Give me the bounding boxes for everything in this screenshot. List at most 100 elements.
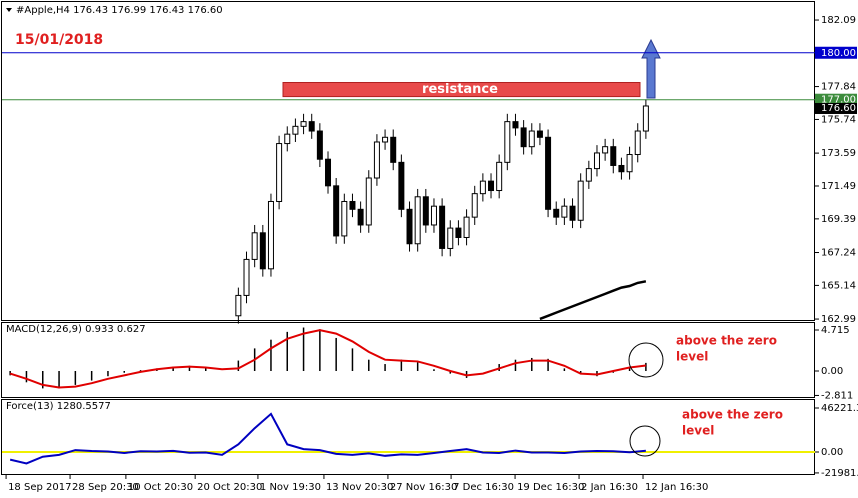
- panel-title: Force(13) 1280.5577: [6, 401, 111, 412]
- candle-body: [341, 200, 348, 237]
- price-label: 176.60: [821, 103, 856, 114]
- level-label: 180.00: [821, 48, 856, 59]
- candle-body: [536, 130, 543, 138]
- y-tick-label: 171.49: [821, 181, 856, 192]
- signal-line: [9, 329, 646, 389]
- candle-body: [569, 205, 576, 221]
- y-tick-label: 165.14: [821, 280, 856, 291]
- annotation: level: [676, 350, 708, 364]
- candle-body: [284, 133, 291, 145]
- level-label-bg: [815, 93, 857, 106]
- candle-body: [602, 146, 609, 154]
- highlight-circle: [628, 342, 664, 378]
- date-annotation: 15/01/2018: [15, 32, 103, 48]
- moving-average: [539, 280, 647, 321]
- candle-body: [243, 258, 250, 296]
- candle-body: [300, 121, 307, 127]
- annotation: above the zero: [682, 408, 783, 422]
- price-label-bg: [815, 102, 857, 114]
- level-label: 177.00: [821, 95, 856, 106]
- x-tick-label: 27 Nov 16:30: [390, 482, 457, 493]
- candle-body: [455, 227, 462, 238]
- candle-body: [593, 152, 600, 170]
- candle-body: [316, 130, 323, 160]
- y-tick-label: 177.84: [821, 82, 856, 93]
- force-panel-frame: [1, 399, 815, 475]
- level-label-bg: [815, 46, 857, 59]
- candle-body: [357, 208, 364, 226]
- y-tick-label: 169.39: [821, 214, 856, 225]
- candle-body: [626, 154, 633, 173]
- candle-body: [642, 105, 649, 132]
- x-tick-label: 20 Oct 20:30: [197, 482, 262, 493]
- y-tick-label: 173.59: [821, 148, 856, 159]
- candle-body: [422, 196, 429, 226]
- candle-body: [430, 205, 437, 226]
- candle-body: [545, 136, 552, 210]
- candle-body: [259, 232, 266, 270]
- y-tick-label: 0.00: [821, 447, 843, 458]
- y-tick-label: 167.24: [821, 248, 856, 259]
- candle-body: [488, 180, 495, 192]
- candle-body: [504, 121, 511, 163]
- main-panel-frame: [1, 1, 815, 321]
- candle-body: [308, 121, 315, 132]
- candle-body: [618, 164, 625, 173]
- candle-body: [463, 216, 470, 238]
- candle-body: [553, 208, 560, 218]
- up-arrow: [641, 38, 661, 99]
- y-tick-label: -2.811: [821, 390, 853, 401]
- candle-body: [382, 136, 389, 143]
- y-tick-label: 162.99: [821, 314, 856, 325]
- candle-body: [585, 168, 592, 182]
- moving-average: [277, 145, 647, 315]
- candle-body: [479, 180, 486, 195]
- panel-title: MACD(12,26,9) 0.933 0.627: [6, 324, 146, 335]
- resistance-label: resistance: [422, 82, 498, 97]
- x-tick-label: 18 Sep 2017: [8, 482, 71, 493]
- candle-body: [333, 185, 340, 237]
- candle-body: [406, 208, 413, 245]
- candle-body: [373, 141, 380, 179]
- candle-body: [292, 125, 299, 135]
- x-tick-label: 7 Dec 16:30: [453, 482, 514, 493]
- x-tick-label: 10 Oct 20:30: [128, 482, 193, 493]
- annotation: level: [682, 424, 714, 438]
- candle-body: [365, 177, 372, 226]
- x-tick-label: 19 Dec 16:30: [517, 482, 584, 493]
- candle-body: [447, 227, 454, 249]
- macd-panel-frame: [1, 322, 815, 398]
- force-line: [9, 412, 646, 465]
- panel-title: #Apple,H4 176.43 176.99 176.43 176.60: [16, 5, 223, 16]
- x-tick-label: 12 Jan 16:30: [645, 482, 708, 493]
- y-tick-label: 182.09: [821, 15, 856, 26]
- x-tick-label: 1 Nov 19:30: [260, 482, 321, 493]
- candle-body: [561, 205, 568, 218]
- candle-body: [520, 127, 527, 148]
- candle-body: [235, 294, 242, 317]
- candle-body: [528, 130, 535, 148]
- candle-body: [439, 205, 446, 249]
- x-tick-label: 13 Nov 20:30: [326, 482, 393, 493]
- y-tick-label: -21981.4: [821, 468, 858, 479]
- candle-body: [251, 232, 258, 260]
- x-tick-label: 2 Jan 16:30: [581, 482, 638, 493]
- candle-body: [349, 200, 356, 210]
- panel-menu-icon: [6, 8, 12, 12]
- highlight-circle: [629, 425, 661, 457]
- candle-body: [512, 121, 519, 129]
- y-tick-label: 175.74: [821, 114, 856, 125]
- annotation: above the zero: [676, 334, 777, 348]
- candle-body: [325, 158, 332, 187]
- candle-body: [471, 193, 478, 218]
- candle-body: [267, 200, 274, 270]
- candle-body: [577, 180, 584, 221]
- resistance-zone: [282, 81, 641, 98]
- candle-body: [398, 161, 405, 210]
- candle-body: [634, 130, 641, 156]
- candle-body: [276, 143, 283, 202]
- x-tick-label: 28 Sep 20:30: [72, 482, 139, 493]
- y-tick-label: 46221.33: [821, 403, 858, 414]
